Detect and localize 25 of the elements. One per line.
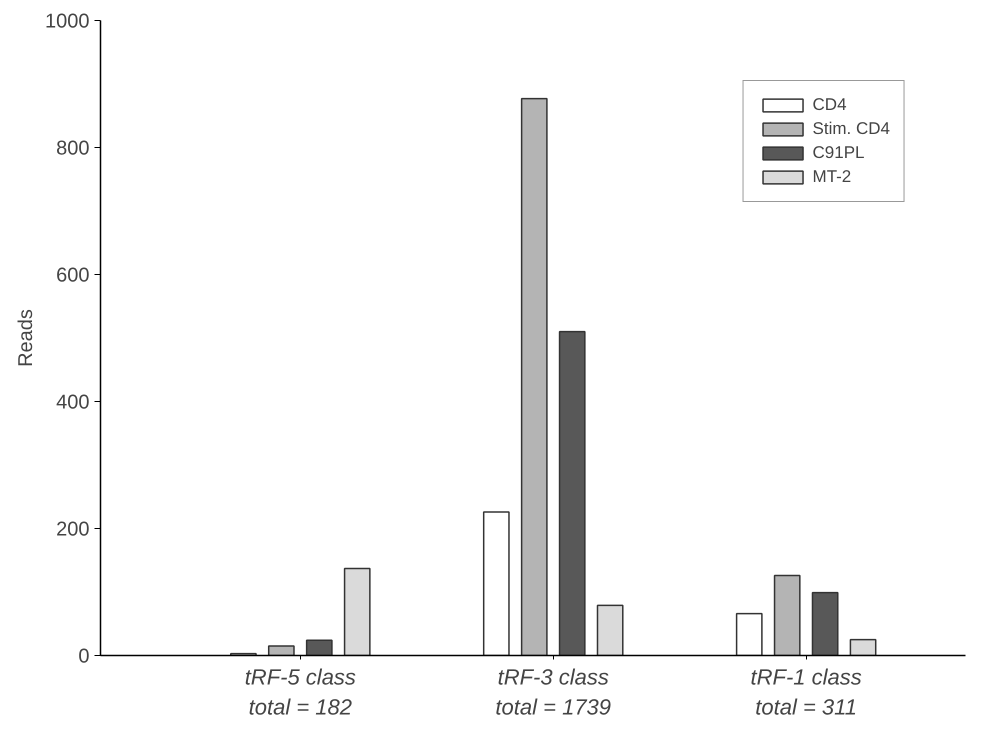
legend-label: CD4 [812, 95, 847, 115]
y-axis-title: Reads [15, 309, 38, 367]
bar [736, 612, 763, 656]
y-tick-label: 0 [78, 646, 90, 668]
legend-label: Stim. CD4 [812, 119, 890, 139]
bar [482, 511, 510, 656]
y-tick-label: 600 [56, 264, 90, 286]
bar [344, 568, 371, 656]
y-tick-label: 400 [56, 392, 90, 414]
legend-label: MT-2 [812, 167, 852, 187]
bar [520, 98, 548, 656]
bar [558, 330, 586, 656]
bar [306, 640, 333, 656]
x-tick-label: tRF-5 class total = 182 [244, 664, 356, 720]
bar [812, 592, 839, 656]
y-tick-label: 1000 [45, 10, 90, 32]
bar [268, 645, 295, 656]
bar [850, 638, 876, 656]
legend-label: C91PL [812, 143, 865, 163]
x-tick-label: tRF-1 class total = 311 [750, 664, 862, 720]
bar [596, 604, 624, 656]
y-tick-label: 200 [56, 518, 90, 540]
bar [774, 574, 801, 656]
y-tick-label: 800 [56, 138, 90, 160]
x-tick-label: tRF-3 class total = 1739 [495, 664, 612, 720]
